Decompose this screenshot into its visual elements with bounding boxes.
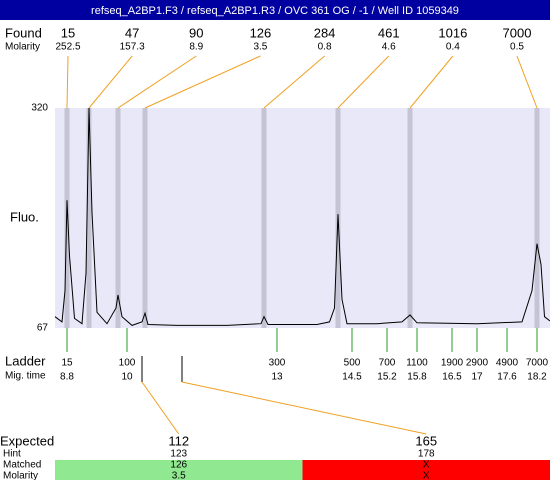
y-tick-label: 320: [31, 103, 48, 114]
found-molarity: 0.5: [510, 42, 524, 53]
peak-connector: [409, 55, 454, 109]
peak-connector: [144, 55, 261, 109]
ladder-time: 17: [471, 372, 483, 383]
ladder-size: 100: [119, 358, 136, 369]
found-molarity: 3.5: [253, 42, 267, 53]
ladder-size: 7000: [526, 358, 549, 369]
hint: 123: [170, 449, 187, 460]
match-bar: [55, 460, 303, 480]
peak-connector: [66, 55, 69, 109]
ladder-time: 15.8: [407, 372, 427, 383]
found-size: 47: [125, 25, 139, 40]
found-molarity: 157.3: [120, 42, 145, 53]
found-size: 15: [61, 25, 75, 40]
peak-connector: [337, 55, 390, 109]
expected-connector: [181, 381, 427, 435]
ladder-time: 10: [121, 372, 133, 383]
ladder-time: 18.2: [527, 372, 547, 383]
found-molarity: 0.8: [318, 42, 332, 53]
exp-molarity-label: Molarity: [3, 471, 38, 480]
y-tick-label: 67: [37, 323, 49, 334]
trace: [54, 107, 550, 326]
ladder-time: 16.5: [442, 372, 462, 383]
peak-band: [142, 108, 148, 328]
found-size: 284: [314, 25, 336, 40]
found-molarity: 0.4: [446, 42, 460, 53]
expected-size: 165: [415, 433, 437, 448]
found-label: Found: [5, 25, 42, 40]
peak-band: [86, 108, 92, 328]
plot-area: [55, 108, 550, 328]
found-molarity: 252.5: [55, 42, 80, 53]
expected-label: Expected: [0, 433, 54, 448]
ladder-time: 8.8: [60, 372, 74, 383]
found-size: 90: [189, 25, 203, 40]
matched: X: [423, 460, 430, 471]
mig-time-label: Mig. time: [5, 371, 46, 382]
molarity: 3.5: [172, 471, 186, 480]
expected-size: 112: [168, 433, 189, 448]
match-bar: [302, 460, 550, 480]
expected-connector: [141, 381, 180, 435]
found-size: 7000: [503, 25, 532, 40]
ladder-size: 15: [61, 358, 73, 369]
ladder-size: 1900: [441, 358, 464, 369]
found-size: 126: [250, 25, 272, 40]
peak-band: [115, 108, 121, 328]
peak-band: [534, 108, 540, 328]
ladder-size: 300: [269, 358, 286, 369]
ladder-label: Ladder: [5, 353, 46, 368]
found-size: 1016: [438, 25, 467, 40]
ladder-time: 13: [271, 372, 283, 383]
peak-connector: [117, 55, 197, 109]
ladder-time: 14.5: [342, 372, 362, 383]
ladder-size: 700: [379, 358, 396, 369]
y-label: Fluo.: [10, 209, 39, 224]
found-molarity: 8.9: [189, 42, 203, 53]
hint: 178: [418, 449, 435, 460]
molarity: X: [423, 471, 430, 480]
found-molarity: 4.6: [382, 42, 396, 53]
peak-band: [407, 108, 413, 328]
title-bar: [0, 0, 550, 20]
molarity-label: Molarity: [5, 42, 40, 53]
ladder-size: 4900: [496, 358, 519, 369]
found-size: 461: [378, 25, 400, 40]
peak-band: [261, 108, 267, 328]
peak-connector: [88, 55, 133, 109]
ladder-time: 17.6: [497, 372, 517, 383]
matched: 126: [170, 460, 187, 471]
matched-label: Matched: [3, 460, 41, 471]
hint-label: Hint: [3, 449, 21, 460]
ladder-size: 1100: [406, 358, 428, 369]
peak-connector: [516, 55, 538, 109]
ladder-size: 500: [344, 358, 361, 369]
ladder-time: 15.2: [377, 372, 397, 383]
title: refseq_A2BP1.F3 / refseq_A2BP1.R3 / OVC …: [91, 5, 459, 17]
peak-connector: [263, 55, 325, 109]
ladder-size: 2900: [466, 358, 489, 369]
